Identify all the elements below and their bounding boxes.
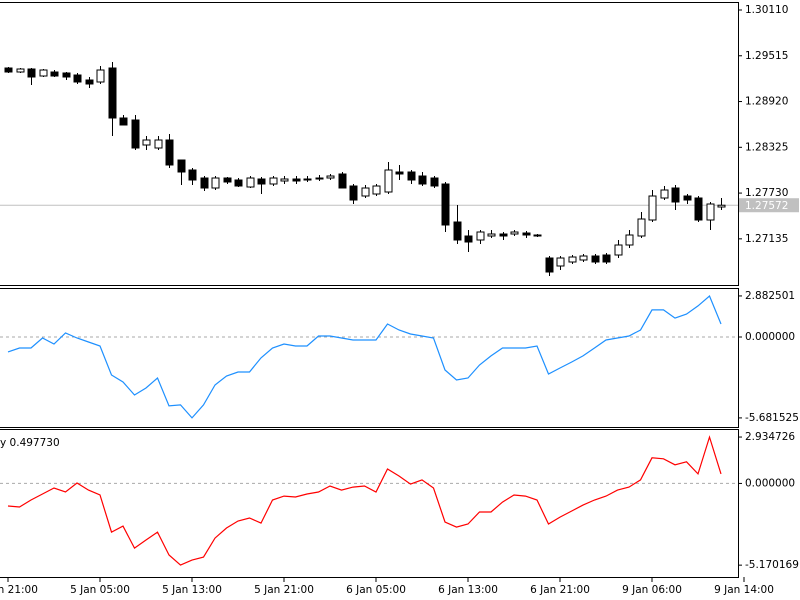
candle-body — [16, 68, 25, 73]
candle-body — [108, 67, 117, 119]
x-tick-label: 6 Jan 21:00 — [530, 584, 590, 596]
candle-body — [568, 256, 577, 263]
candle-body — [200, 177, 209, 189]
candle-body — [188, 169, 197, 181]
candle-body — [441, 183, 450, 226]
x-tick-label: 6 Jan 13:00 — [438, 584, 498, 596]
candle-body — [27, 68, 36, 78]
candle-body — [545, 257, 554, 273]
candle-body — [602, 254, 611, 263]
candle-body — [395, 171, 404, 175]
candle-body — [533, 234, 542, 237]
candle-body — [223, 177, 232, 183]
candle-body — [430, 177, 439, 187]
candle-body — [326, 175, 335, 179]
candle-body — [683, 195, 692, 201]
candle-body — [269, 177, 278, 185]
candle-body — [717, 204, 726, 208]
candle-body — [142, 139, 151, 146]
candle-body — [407, 171, 416, 181]
candle-body — [280, 178, 289, 182]
x-tick-label: 4 Jan 21:00 — [0, 584, 38, 596]
candle-body — [211, 177, 220, 189]
x-tick-label: 5 Jan 05:00 — [70, 584, 130, 596]
candle-body — [119, 117, 128, 126]
candle-body — [62, 72, 71, 78]
candle-body — [96, 69, 105, 83]
panel-frame — [0, 2, 739, 286]
candle-body — [257, 178, 266, 185]
candle-body — [614, 244, 623, 256]
candle-body — [648, 195, 657, 221]
candle-body — [361, 187, 370, 197]
candle-body — [154, 139, 163, 149]
candle-body — [579, 255, 588, 261]
candle-body — [349, 185, 358, 201]
candle-body — [292, 178, 301, 182]
x-tick-label: 9 Jan 06:00 — [622, 584, 682, 596]
candle-body — [522, 232, 531, 236]
x-tick-label: 5 Jan 13:00 — [162, 584, 222, 596]
last-price-label: 1.27572 — [745, 200, 788, 212]
candle-body — [303, 178, 312, 181]
candle-body — [694, 197, 703, 221]
candle-body — [85, 79, 94, 85]
candle-body — [39, 69, 48, 77]
candle-body — [338, 173, 347, 189]
y-tick-label: 1.27730 — [745, 187, 788, 199]
candle-body — [453, 221, 462, 241]
y-tick-label: 0.000000 — [745, 331, 795, 343]
y-tick-label: -5.681525 — [745, 412, 799, 424]
candle-body — [372, 185, 381, 195]
candle-body — [246, 177, 255, 188]
candle-body — [476, 231, 485, 241]
candle-body — [637, 218, 646, 237]
candle-body — [706, 203, 715, 221]
indicator-line — [7, 295, 722, 419]
candle-body — [234, 179, 243, 187]
candle-body — [464, 235, 473, 243]
candle-body — [418, 175, 427, 185]
candle-body — [73, 74, 82, 83]
candle-body — [315, 177, 324, 180]
x-tick-label: 9 Jan 14:00 — [714, 584, 774, 596]
y-tick-label: 1.30110 — [745, 4, 788, 16]
panel-frame — [0, 288, 739, 428]
y-tick-label: 1.27135 — [745, 233, 788, 245]
candle-body — [50, 71, 59, 77]
candle-body — [625, 234, 634, 246]
candle-body — [499, 233, 508, 237]
y-tick-label: 1.29515 — [745, 50, 788, 62]
y-tick-label: 2.882501 — [745, 290, 795, 302]
candle-body — [660, 189, 669, 199]
candle-body — [384, 169, 393, 193]
y-tick-label: 1.28325 — [745, 141, 788, 153]
candle-body — [165, 139, 174, 166]
y-tick-label: 1.28920 — [745, 96, 788, 108]
y-tick-label: 2.934726 — [745, 431, 795, 443]
candle-body — [591, 255, 600, 263]
candle-body — [131, 119, 140, 149]
x-tick-label: 6 Jan 05:00 — [346, 584, 406, 596]
indicator-label: y 0.497730 — [0, 437, 60, 449]
candle-body — [487, 233, 496, 237]
y-tick-label: 0.000000 — [745, 477, 795, 489]
candle-body — [510, 231, 519, 235]
candle-body — [177, 159, 186, 173]
indicator-line — [7, 435, 722, 566]
candle-body — [4, 67, 13, 73]
last-price-box — [739, 198, 799, 213]
y-tick-label: -5.170169 — [745, 559, 799, 571]
candle-body — [671, 187, 680, 203]
x-tick-label: 5 Jan 21:00 — [254, 584, 314, 596]
candle-body — [556, 257, 565, 267]
